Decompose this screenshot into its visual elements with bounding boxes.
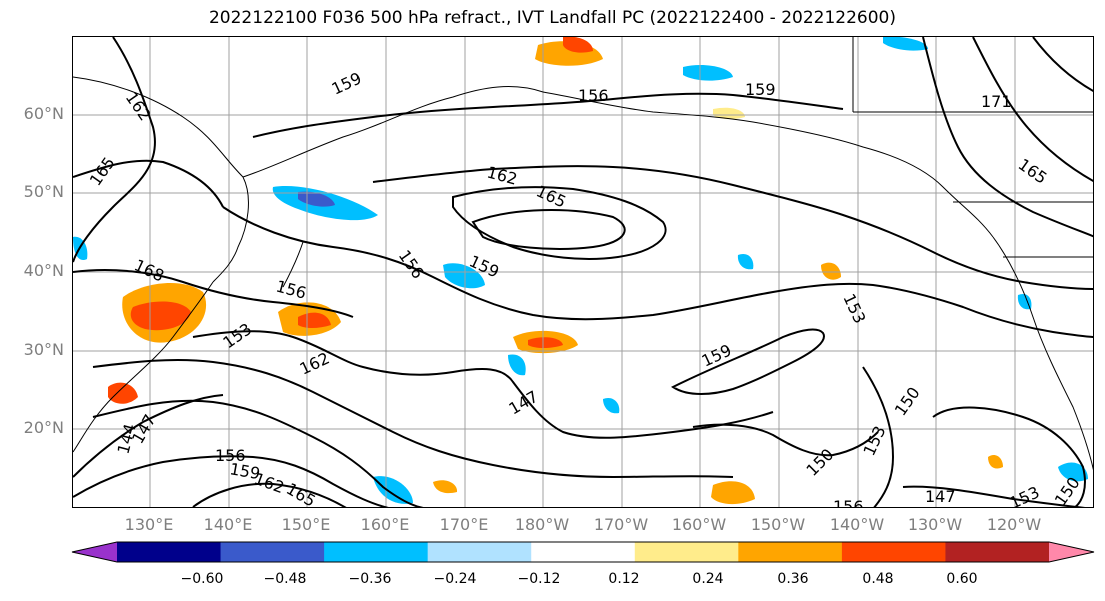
lon-label-150w: 150°W (750, 515, 806, 534)
contour-label: 165 (86, 153, 119, 189)
colorbar-tick-label: −0.48 (263, 571, 307, 587)
contour-label: 165 (1015, 155, 1051, 188)
lat-label-50n: 50°N (23, 182, 64, 201)
colorbar-cell (220, 542, 325, 562)
contour-label: 150 (891, 383, 924, 419)
contour-label: 159 (745, 80, 776, 99)
lon-label-180w: 180°W (514, 515, 570, 534)
colorbar-cells (72, 542, 1094, 562)
lon-label-130w: 130°W (907, 515, 963, 534)
colorbar-cell (531, 542, 636, 562)
lon-label-120w: 120°W (986, 515, 1042, 534)
contour-label: 156 (274, 277, 308, 303)
coastlines (73, 37, 1093, 471)
colorbar-cell (72, 542, 117, 562)
graticule (73, 37, 1093, 507)
colorbar-cell (324, 542, 429, 562)
colorbar (71, 541, 1095, 563)
colorbar-tick-label: 0.48 (862, 571, 894, 587)
colorbar-tick-label: 0.60 (946, 571, 978, 587)
map-svg: 162 159 156 159 171 165 165 162 165 159 … (73, 37, 1093, 508)
contour-label: 162 (252, 469, 287, 497)
lon-label-140w: 140°W (829, 515, 885, 534)
contour-label: 156 (833, 497, 864, 508)
contour-label: 153 (859, 423, 889, 459)
contour-label: 156 (578, 86, 609, 105)
lon-label-130e: 130°E (124, 515, 174, 534)
colorbar-outline (71, 541, 1095, 563)
colorbar-tick-label: −0.12 (517, 571, 561, 587)
colorbar-cell (117, 542, 222, 562)
colorbar-tick-label: −0.36 (348, 571, 392, 587)
map-panel: 162 159 156 159 171 165 165 162 165 159 … (72, 36, 1094, 508)
colorbar-cell (427, 542, 532, 562)
contour-label: 153 (839, 291, 869, 327)
map-title: 2022122100 F036 500 hPa refract., IVT La… (208, 8, 896, 28)
contour-label: 159 (329, 68, 365, 98)
lon-label-140e: 140°E (203, 515, 253, 534)
contour-label: 150 (802, 445, 837, 480)
contour-label: 156 (395, 246, 428, 282)
contour-label: 156 (215, 446, 246, 465)
contour-label: 153 (219, 319, 255, 352)
lon-label-160e: 160°E (360, 515, 410, 534)
lat-label-20n: 20°N (23, 418, 64, 437)
contour-label: 147 (925, 487, 956, 506)
contour-label: 147 (506, 387, 542, 419)
colorbar-cell (945, 542, 1050, 562)
lon-label-150e: 150°E (281, 515, 331, 534)
contour-label: 162 (485, 163, 519, 189)
lat-label-60n: 60°N (23, 104, 64, 123)
colorbar-tick-label: −0.60 (180, 571, 224, 587)
colorbar-tick-label: 0.12 (608, 571, 640, 587)
colorbar-tick-label: 0.36 (777, 571, 809, 587)
contour-label: 165 (533, 181, 569, 211)
colorbar-cell (738, 542, 843, 562)
lon-label-170e: 170°E (439, 515, 489, 534)
lat-label-40n: 40°N (23, 261, 64, 280)
lat-label-30n: 30°N (23, 340, 64, 359)
colorbar-tick-label: −0.24 (433, 571, 477, 587)
colorbar-cell (1049, 542, 1094, 562)
colorbar-cell (634, 542, 739, 562)
lon-label-160w: 160°W (671, 515, 727, 534)
colorbar-tick-label: 0.24 (692, 571, 724, 587)
contour-label: 168 (131, 255, 167, 285)
contour-label: 171 (981, 92, 1012, 111)
contour-label: 165 (283, 479, 319, 508)
colorbar-cell (841, 542, 946, 562)
shading-layer (73, 37, 1088, 505)
lon-label-170w: 170°W (593, 515, 649, 534)
contour-label: 162 (297, 348, 333, 378)
contour-lines (73, 37, 1093, 507)
contour-label-group: 162 159 156 159 171 165 165 162 165 159 … (86, 68, 1084, 508)
contour-label: 153 (1007, 482, 1043, 508)
